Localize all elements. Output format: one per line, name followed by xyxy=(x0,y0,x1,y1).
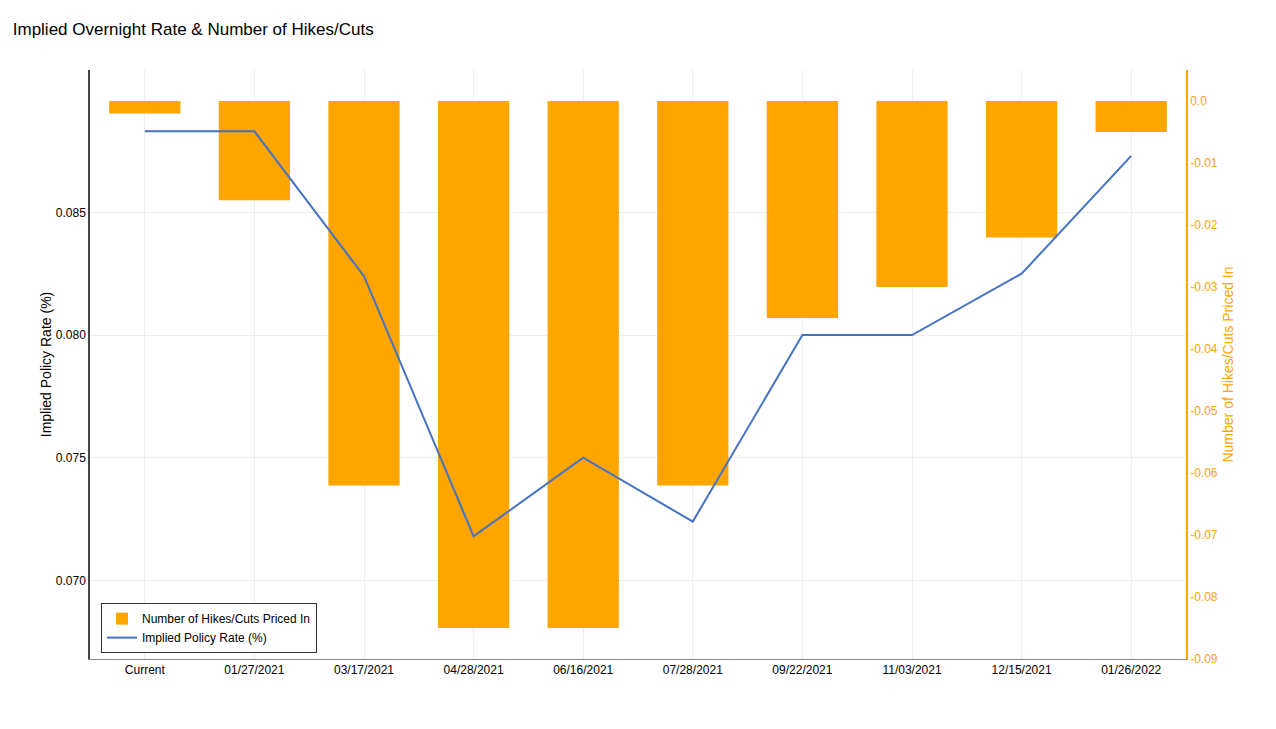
svg-text:Current: Current xyxy=(125,663,166,677)
svg-text:-0.05: -0.05 xyxy=(1190,404,1218,418)
svg-text:01/26/2022: 01/26/2022 xyxy=(1101,663,1161,677)
svg-text:Implied Policy Rate (%): Implied Policy Rate (%) xyxy=(38,292,54,438)
svg-text:-0.08: -0.08 xyxy=(1190,590,1218,604)
svg-text:0.0: 0.0 xyxy=(1190,94,1207,108)
svg-text:-0.03: -0.03 xyxy=(1190,280,1218,294)
svg-text:-0.02: -0.02 xyxy=(1190,218,1218,232)
svg-text:01/27/2021: 01/27/2021 xyxy=(224,663,284,677)
svg-text:Implied Policy Rate (%): Implied Policy Rate (%) xyxy=(142,631,267,645)
svg-text:12/15/2021: 12/15/2021 xyxy=(992,663,1052,677)
svg-text:09/22/2021: 09/22/2021 xyxy=(772,663,832,677)
svg-text:-0.01: -0.01 xyxy=(1190,156,1218,170)
svg-text:0.085: 0.085 xyxy=(56,206,86,220)
svg-text:03/17/2021: 03/17/2021 xyxy=(334,663,394,677)
svg-text:04/28/2021: 04/28/2021 xyxy=(444,663,504,677)
svg-text:0.070: 0.070 xyxy=(56,574,86,588)
svg-text:0.075: 0.075 xyxy=(56,451,86,465)
svg-text:-0.04: -0.04 xyxy=(1190,342,1218,356)
svg-text:-0.09: -0.09 xyxy=(1190,652,1218,666)
svg-text:Implied Overnight Rate & Numbe: Implied Overnight Rate & Number of Hikes… xyxy=(13,20,374,39)
svg-text:-0.07: -0.07 xyxy=(1190,528,1218,542)
svg-text:Number of Hikes/Cuts Priced In: Number of Hikes/Cuts Priced In xyxy=(142,612,310,626)
svg-text:0.080: 0.080 xyxy=(56,328,86,342)
svg-text:07/28/2021: 07/28/2021 xyxy=(663,663,723,677)
svg-text:11/03/2021: 11/03/2021 xyxy=(882,663,941,677)
svg-text:06/16/2021: 06/16/2021 xyxy=(553,663,613,677)
svg-text:Number of Hikes/Cuts Priced In: Number of Hikes/Cuts Priced In xyxy=(1220,266,1236,462)
svg-text:-0.06: -0.06 xyxy=(1190,466,1218,480)
